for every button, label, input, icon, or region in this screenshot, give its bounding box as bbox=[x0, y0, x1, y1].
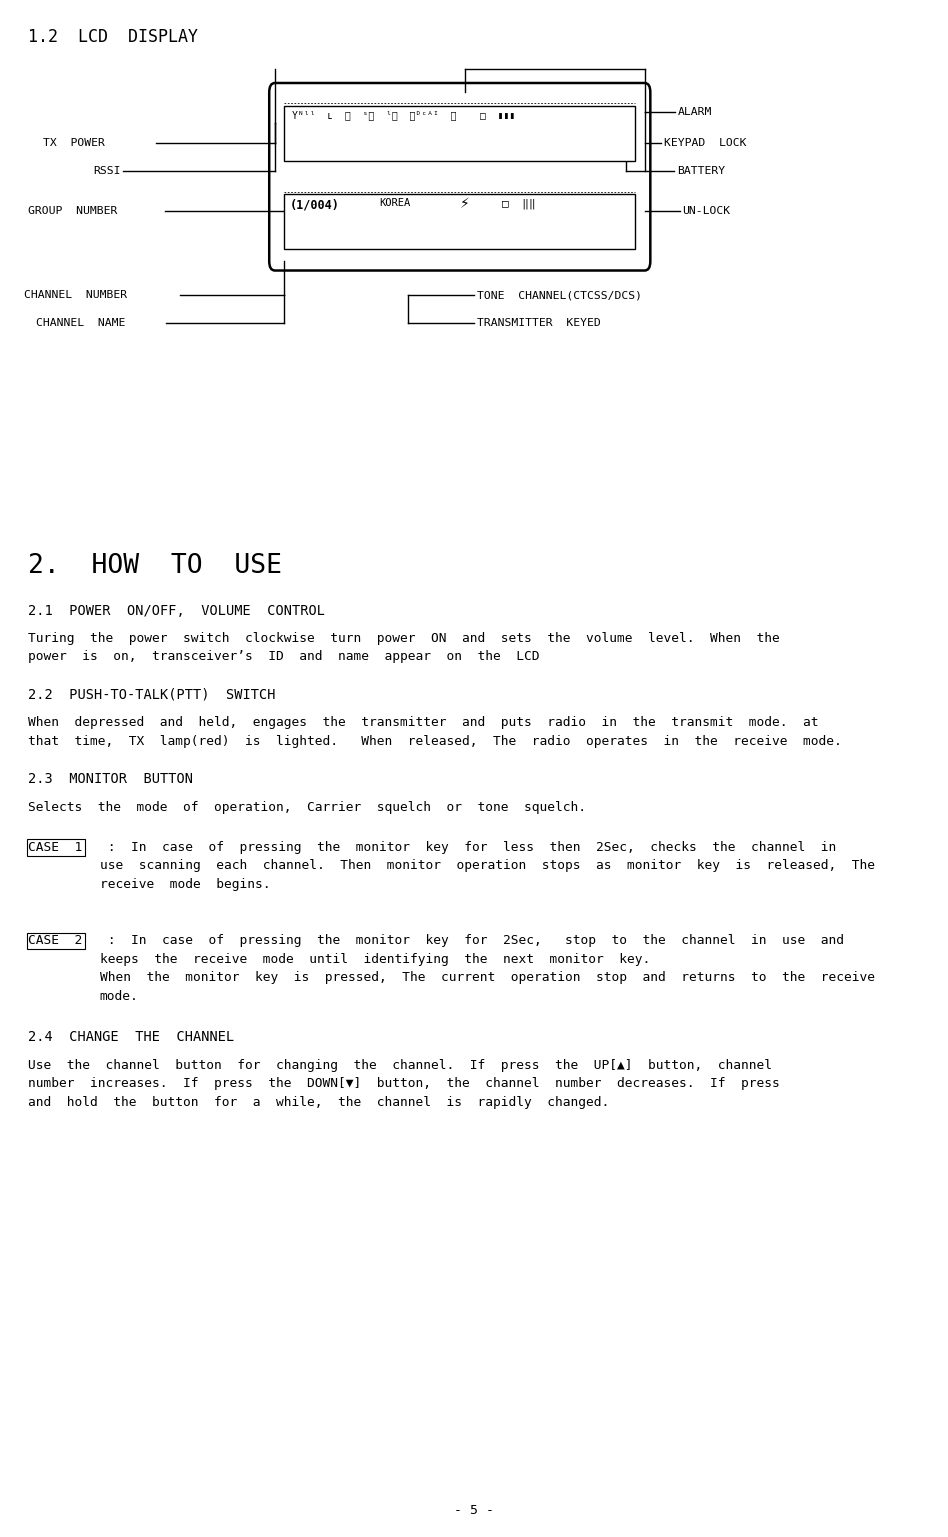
Text: 2.1  POWER  ON/OFF,  VOLUME  CONTROL: 2.1 POWER ON/OFF, VOLUME CONTROL bbox=[28, 604, 325, 618]
FancyBboxPatch shape bbox=[269, 83, 650, 271]
Text: Turing  the  power  switch  clockwise  turn  power  ON  and  sets  the  volume  : Turing the power switch clockwise turn p… bbox=[28, 632, 780, 662]
Text: - 5 -: - 5 - bbox=[454, 1505, 494, 1517]
Text: UN-LOCK: UN-LOCK bbox=[683, 206, 731, 215]
Text: 2.4  CHANGE  THE  CHANNEL: 2.4 CHANGE THE CHANNEL bbox=[28, 1030, 235, 1044]
Text: CHANNEL  NUMBER: CHANNEL NUMBER bbox=[24, 290, 127, 300]
Text: CASE  1: CASE 1 bbox=[28, 841, 82, 853]
Text: 2.3  MONITOR  BUTTON: 2.3 MONITOR BUTTON bbox=[28, 772, 193, 785]
Text: Use  the  channel  button  for  changing  the  channel.  If  press  the  UP[▲]  : Use the channel button for changing the … bbox=[28, 1059, 780, 1110]
Text: TONE  CHANNEL(CTCSS/DCS): TONE CHANNEL(CTCSS/DCS) bbox=[477, 290, 642, 300]
Text: BATTERY: BATTERY bbox=[677, 166, 725, 175]
Text: 2.2  PUSH-TO-TALK(PTT)  SWITCH: 2.2 PUSH-TO-TALK(PTT) SWITCH bbox=[28, 687, 276, 701]
Text: When  depressed  and  held,  engages  the  transmitter  and  puts  radio  in  th: When depressed and held, engages the tra… bbox=[28, 716, 842, 747]
Text: ⚡: ⚡ bbox=[460, 197, 469, 211]
Text: 1.2  LCD  DISPLAY: 1.2 LCD DISPLAY bbox=[28, 28, 198, 46]
Text: 2.  HOW  TO  USE: 2. HOW TO USE bbox=[28, 553, 283, 579]
Text: KOREA: KOREA bbox=[379, 198, 410, 209]
Text: TX  POWER: TX POWER bbox=[43, 138, 104, 148]
Text: Selects  the  mode  of  operation,  Carrier  squelch  or  tone  squelch.: Selects the mode of operation, Carrier s… bbox=[28, 801, 587, 813]
Text: CHANNEL  NAME: CHANNEL NAME bbox=[36, 318, 125, 327]
Text: RSSI: RSSI bbox=[93, 166, 120, 175]
Text: Yᴺˡˡ  ʟ  ᴛ  ˢᴛ  ˡᴛ  ᴘᴰᶜᴬᴵ  ᴀ    □  ▮▮▮: Yᴺˡˡ ʟ ᴛ ˢᴛ ˡᴛ ᴘᴰᶜᴬᴵ ᴀ □ ▮▮▮ bbox=[292, 111, 515, 121]
Bar bbox=[284, 194, 635, 249]
Text: TRANSMITTER  KEYED: TRANSMITTER KEYED bbox=[477, 318, 601, 327]
Text: :  In  case  of  pressing  the  monitor  key  for  less  then  2Sec,  checks  th: : In case of pressing the monitor key fo… bbox=[100, 841, 875, 891]
Text: □  ‖‖: □ ‖‖ bbox=[502, 198, 537, 209]
Text: GROUP  NUMBER: GROUP NUMBER bbox=[28, 206, 118, 215]
Bar bbox=[284, 106, 635, 161]
Text: CASE  2: CASE 2 bbox=[28, 934, 82, 947]
Text: KEYPAD  LOCK: KEYPAD LOCK bbox=[664, 138, 746, 148]
Text: :  In  case  of  pressing  the  monitor  key  for  2Sec,   stop  to  the  channe: : In case of pressing the monitor key fo… bbox=[100, 934, 875, 1004]
Text: (1/004): (1/004) bbox=[290, 198, 340, 211]
Text: ALARM: ALARM bbox=[678, 108, 712, 117]
